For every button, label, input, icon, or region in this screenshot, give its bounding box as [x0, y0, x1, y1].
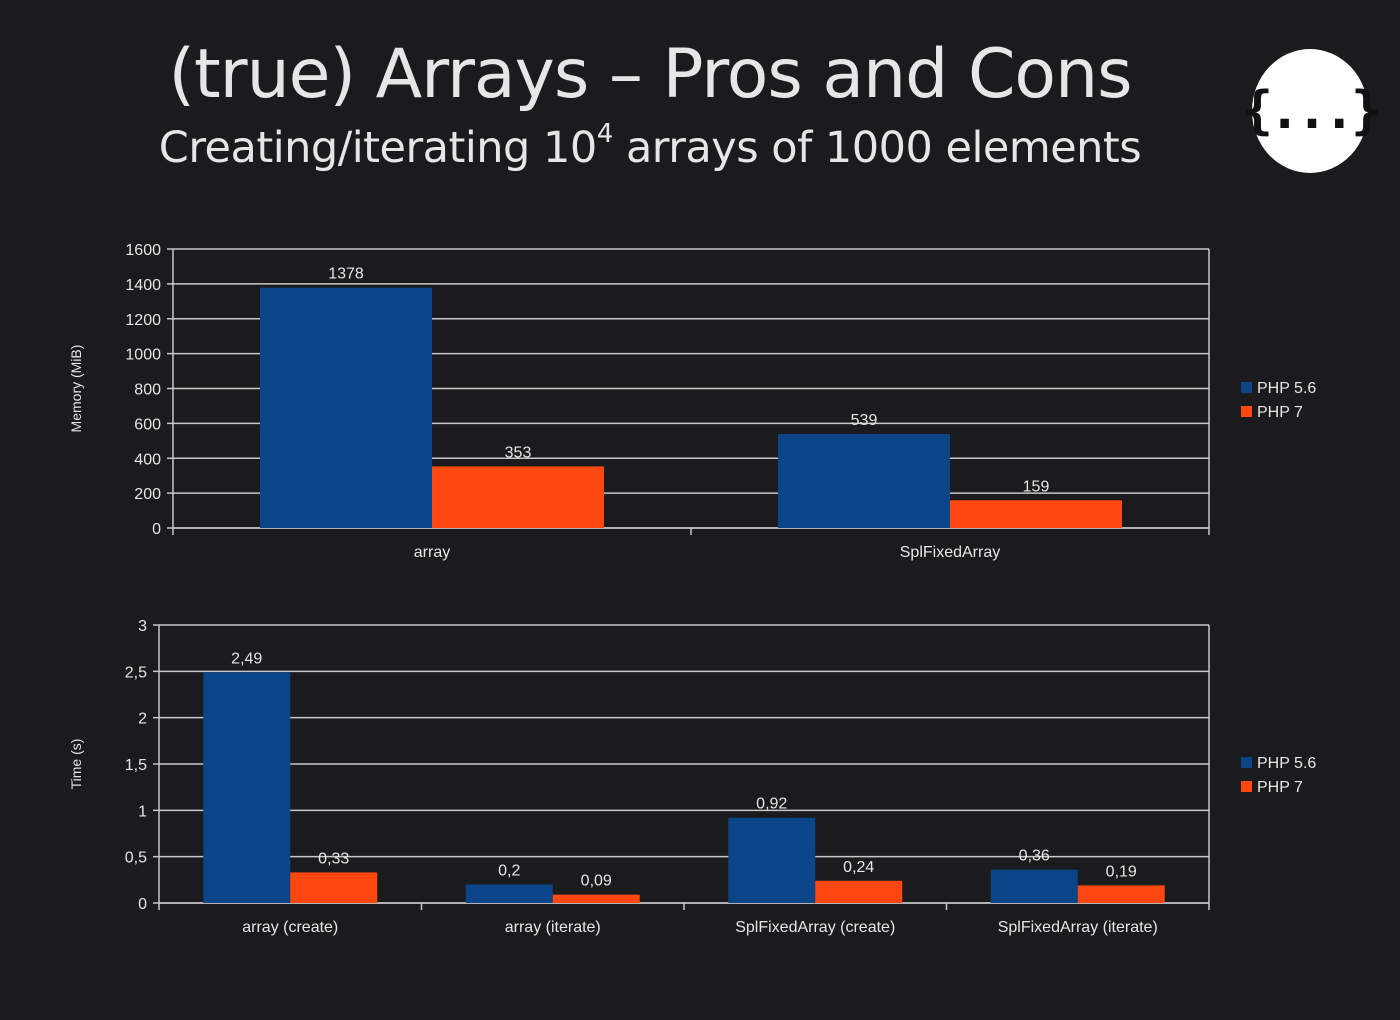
time-ytick-label: 1 — [138, 803, 147, 820]
subtitle-exponent: 4 — [596, 119, 614, 149]
memory-data-label: 1378 — [328, 266, 364, 283]
time-y-axis-title: Time (s) — [68, 739, 84, 790]
memory-bar-php56 — [260, 287, 432, 528]
memory-legend-label: PHP 7 — [1257, 404, 1303, 421]
memory-category-label: array — [414, 544, 450, 561]
logo-badge: {...} — [1242, 49, 1382, 173]
time-data-label: 0,33 — [318, 850, 349, 867]
memory-bar-php7 — [432, 466, 604, 528]
time-ytick-label: 1,5 — [125, 757, 147, 774]
memory-ytick-label: 1600 — [125, 242, 161, 259]
memory-y-axis-title: Memory (MiB) — [68, 345, 84, 433]
time-bar-php56 — [728, 817, 816, 903]
subtitle-suffix: arrays of 1000 elements — [612, 123, 1142, 173]
time-data-label: 0,19 — [1106, 863, 1137, 880]
time-bar-php56 — [203, 672, 291, 903]
time-ytick-label: 0 — [138, 896, 147, 913]
time-bar-php7 — [552, 894, 640, 903]
time-ytick-label: 0,5 — [125, 850, 147, 867]
memory-bar-php56 — [778, 434, 950, 528]
slide-subtitle: Creating/iterating 104 arrays of 1000 el… — [0, 120, 1300, 176]
time-ytick-label: 3 — [138, 618, 147, 635]
time-bar-php7 — [815, 880, 903, 903]
time-data-label: 0,36 — [1019, 848, 1050, 865]
time-bar-php7 — [290, 872, 378, 903]
memory-legend-label: PHP 5.6 — [1257, 380, 1316, 397]
memory-data-label: 539 — [851, 412, 878, 429]
time-category-label: array (iterate) — [505, 919, 601, 936]
memory-category-label: SplFixedArray — [900, 544, 1000, 561]
time-category-label: SplFixedArray (create) — [735, 919, 895, 936]
subtitle-prefix: Creating/iterating 10 — [158, 123, 597, 173]
memory-ytick-label: 400 — [134, 451, 161, 468]
time-category-label: SplFixedArray (iterate) — [998, 919, 1158, 936]
memory-ytick-label: 200 — [134, 486, 161, 503]
time-data-label: 0,09 — [581, 873, 612, 890]
time-legend-label: PHP 7 — [1257, 779, 1303, 796]
memory-ytick-label: 600 — [134, 416, 161, 433]
memory-ytick-label: 1200 — [125, 312, 161, 329]
time-data-label: 0,2 — [498, 862, 520, 879]
time-bar-php56 — [465, 884, 553, 903]
time-bar-php7 — [1077, 885, 1165, 903]
logo-text: {...} — [1241, 81, 1383, 141]
time-data-label: 0,92 — [756, 796, 787, 813]
memory-bar-php7 — [950, 500, 1122, 528]
time-category-label: array (create) — [242, 919, 338, 936]
time-bar-php56 — [990, 869, 1078, 903]
memory-legend-swatch — [1241, 406, 1252, 417]
memory-data-label: 159 — [1023, 478, 1050, 495]
memory-ytick-label: 800 — [134, 382, 161, 399]
time-ytick-label: 2,5 — [125, 664, 147, 681]
time-legend-swatch — [1241, 757, 1252, 768]
time-data-label: 0,24 — [843, 859, 874, 876]
time-data-label: 2,49 — [231, 650, 262, 667]
memory-ytick-label: 1000 — [125, 347, 161, 364]
memory-ytick-label: 0 — [152, 521, 161, 538]
time-legend-label: PHP 5.6 — [1257, 755, 1316, 772]
time-legend-swatch — [1241, 781, 1252, 792]
slide-title: (true) Arrays – Pros and Cons — [168, 35, 1132, 114]
slide-header: (true) Arrays – Pros and Cons Creating/i… — [0, 30, 1300, 176]
memory-legend-swatch — [1241, 382, 1252, 393]
memory-ytick-label: 1400 — [125, 277, 161, 294]
time-ytick-label: 2 — [138, 711, 147, 728]
memory-data-label: 353 — [505, 444, 532, 461]
